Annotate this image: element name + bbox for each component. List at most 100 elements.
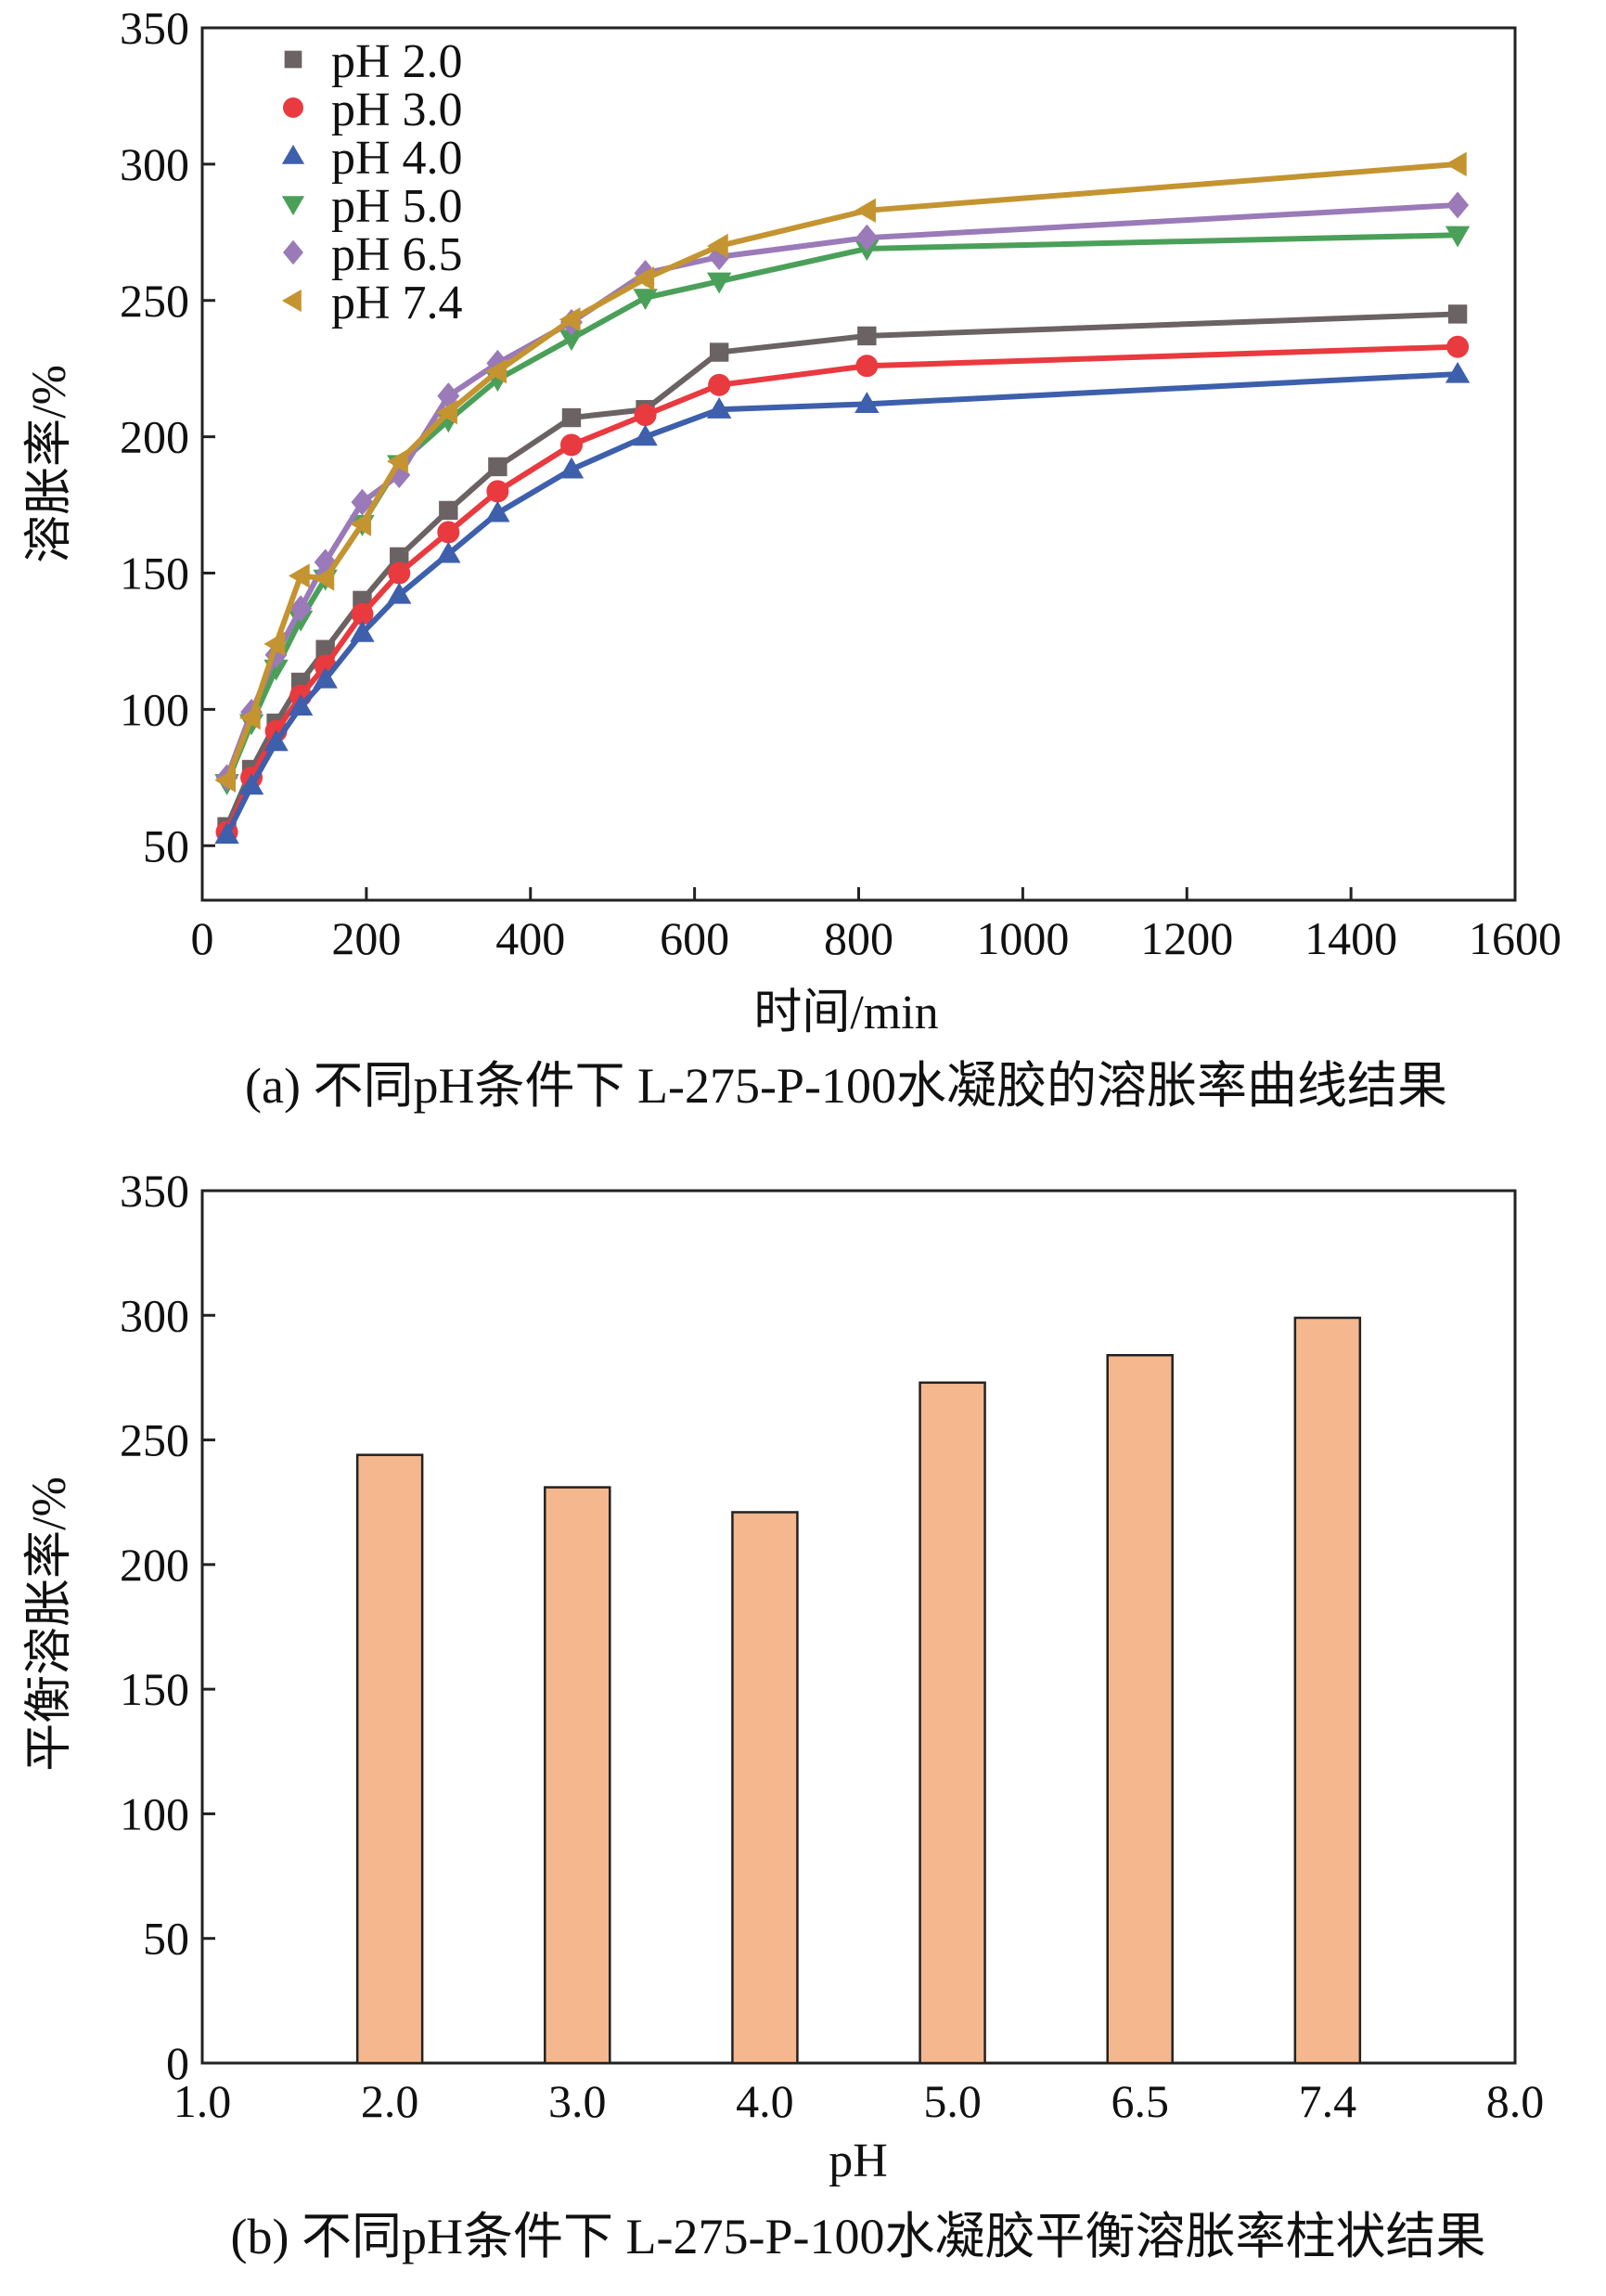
data-point — [634, 404, 657, 427]
series-line — [224, 311, 1458, 828]
x-axis-label: pH — [829, 2135, 888, 2187]
x-tick-label: 1400 — [1304, 912, 1397, 964]
legend-marker — [281, 196, 305, 216]
data-point — [238, 704, 261, 730]
data-point — [559, 307, 581, 332]
x-tick-label: 3.0 — [548, 2075, 607, 2127]
x-tick-label: 2.0 — [361, 2075, 419, 2127]
caption-a: (a) 不同pH条件下 L-275-P-100水凝胶的溶胀率曲线结果 — [245, 1058, 1447, 1114]
x-tick-label: 7.4 — [1299, 2075, 1357, 2127]
x-tick-label: 600 — [660, 912, 729, 964]
y-tick-label: 0 — [166, 2037, 189, 2089]
data-point — [263, 631, 286, 657]
x-tick-label: 8.0 — [1486, 2075, 1545, 2127]
legend-label: pH 5.0 — [331, 180, 463, 233]
data-point — [350, 620, 375, 642]
series-6 — [214, 151, 1467, 793]
data-point — [706, 397, 732, 419]
y-axis-label: 平衡溶胀率/% — [23, 1477, 76, 1772]
y-tick-label: 350 — [120, 2, 189, 54]
y-tick-label: 300 — [120, 1289, 189, 1341]
y-tick-label: 250 — [120, 275, 189, 327]
bar — [1293, 1316, 1362, 2065]
x-tick-label: 1.0 — [173, 2075, 232, 2127]
y-tick-label: 100 — [120, 1787, 189, 1839]
legend-label: pH 2.0 — [331, 35, 463, 88]
data-point — [1445, 151, 1467, 177]
y-tick-label: 250 — [120, 1414, 189, 1466]
data-point — [633, 289, 658, 311]
data-point — [559, 457, 585, 479]
data-point — [288, 563, 310, 588]
bar — [355, 1453, 424, 2065]
x-tick-label: 0 — [191, 912, 214, 964]
axis-ticks: 1.0 2.0 3.0 4.0 5.0 6.5 7.4 8.0 0 50 100 150 200 250 3… — [120, 1165, 1544, 2127]
data-point — [388, 561, 411, 585]
legend: pH 2.0pH 3.0pH 4.0pH 5.0pH 6.5pH 7.4 — [281, 35, 463, 329]
y-axis-label: 溶胀率/% — [23, 365, 76, 563]
data-point — [857, 326, 877, 346]
legend-item: pH 5.0 — [281, 180, 463, 233]
legend-label: pH 6.5 — [331, 228, 463, 281]
data-point — [436, 399, 457, 425]
legend-item: pH 3.0 — [283, 84, 463, 136]
plot-frame — [200, 1189, 1517, 2065]
y-tick-label: 150 — [120, 548, 189, 600]
x-tick-label: 200 — [331, 912, 401, 964]
data-point — [351, 488, 374, 516]
y-tick-label: 100 — [120, 683, 189, 735]
data-point — [436, 541, 461, 563]
data-point — [1447, 304, 1468, 324]
data-point — [214, 767, 237, 793]
data-point — [709, 342, 729, 362]
data-point — [486, 349, 509, 377]
data-point — [486, 480, 509, 503]
data-point — [387, 582, 412, 604]
y-tick-label: 300 — [120, 138, 189, 190]
x-tick-label: 400 — [495, 912, 565, 964]
data-point — [559, 329, 585, 352]
x-tick-label: 4.0 — [736, 2075, 794, 2127]
bar-chart-panel: 1.0 2.0 3.0 4.0 5.0 6.5 7.4 8.0 0 50 100 150 200 250 3… — [23, 1165, 1544, 2264]
y-tick-label: 50 — [143, 819, 189, 871]
y-tick-label: 200 — [120, 411, 189, 463]
data-point — [437, 521, 460, 544]
data-point — [238, 773, 264, 795]
data-point — [706, 272, 732, 294]
legend-marker — [283, 239, 303, 265]
data-point — [315, 639, 335, 659]
series-line — [224, 343, 1458, 833]
series-group — [214, 151, 1471, 845]
legend-item: pH 7.4 — [281, 277, 463, 329]
x-tick-label: 5.0 — [923, 2075, 982, 2127]
x-axis-label: 时间/min — [753, 987, 938, 1039]
y-tick-label: 150 — [120, 1663, 189, 1715]
data-point — [289, 595, 313, 623]
line-chart-panel: 0 200 400 600 800 1000 1200 1400 1600 50 100 150 200… — [23, 2, 1561, 1114]
x-tick-label: 1200 — [1140, 912, 1233, 964]
legend-marker — [281, 289, 302, 313]
bar — [919, 1381, 986, 2065]
x-tick-label: 6.5 — [1111, 2075, 1169, 2127]
data-point — [390, 547, 409, 567]
y-tick-label: 50 — [143, 1913, 189, 1965]
x-tick-label: 1600 — [1469, 912, 1561, 964]
legend-item: pH 4.0 — [281, 132, 463, 185]
data-point — [854, 198, 876, 224]
series-3 — [214, 361, 1471, 845]
data-point — [351, 602, 374, 626]
data-point — [854, 392, 880, 413]
data-point — [263, 729, 289, 752]
data-point — [855, 224, 879, 252]
data-point — [708, 373, 731, 396]
data-point — [708, 243, 731, 271]
series-line — [224, 161, 1458, 781]
data-point — [437, 382, 460, 409]
data-point — [1446, 191, 1470, 219]
legend-marker — [281, 144, 305, 164]
data-point — [1445, 361, 1471, 383]
legend-marker — [283, 97, 303, 118]
data-point — [561, 407, 582, 428]
data-point — [706, 233, 728, 259]
